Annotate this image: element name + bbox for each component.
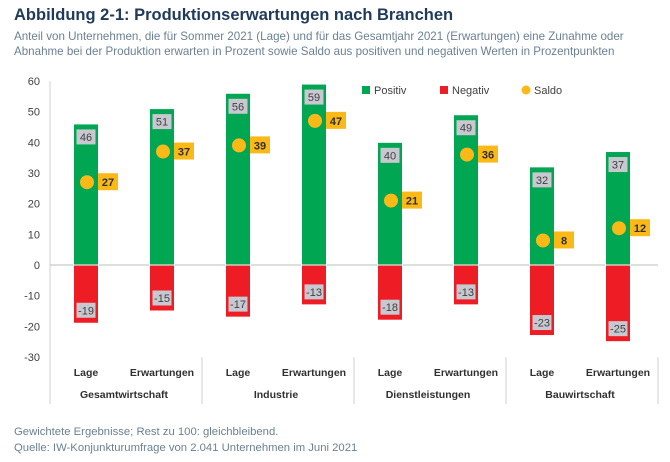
label-negative-box (456, 284, 476, 300)
label-saldo-box (402, 191, 422, 209)
legend-swatch (521, 85, 531, 95)
legend-label: Positiv (374, 85, 407, 97)
label-negative-box (304, 284, 324, 300)
label-positive: 46 (80, 132, 92, 144)
label-positive: 56 (232, 101, 244, 113)
axis-layer: -30 -20 -10 0 10 20 30 40 50 60 Lage Erwartungen Lag… (24, 76, 659, 404)
label-negative-box (608, 321, 628, 337)
footnote: Gewichtete Ergebnisse; Rest zu 100: glei… (14, 426, 279, 438)
label-negative-box (380, 299, 400, 315)
bar-positive (149, 108, 175, 266)
y-tick-label: 30 (28, 168, 40, 180)
y-tick-label: 10 (28, 229, 40, 241)
y-tick-label: -10 (24, 291, 40, 303)
bars-layer: 46 -19 27 51 -15 37 56 -17 39 59 -13 47 40 -18 21 49 -13… (73, 83, 650, 343)
label-saldo-box (630, 219, 650, 237)
legend-label: Negativ (452, 85, 490, 97)
marker-saldo (384, 193, 398, 208)
label-saldo: 36 (482, 150, 494, 162)
bar-positive (225, 92, 251, 266)
marker-saldo (460, 147, 474, 162)
label-negative: -15 (154, 293, 170, 305)
page-title: Abbildung 2-1: Produktionserwartungen na… (14, 6, 454, 24)
label-saldo-box (554, 231, 574, 249)
label-positive-box (76, 129, 96, 145)
label-saldo: 12 (634, 223, 646, 235)
y-tick-label: -30 (24, 352, 40, 364)
y-tick-label: -20 (24, 321, 40, 333)
marker-saldo (536, 233, 550, 248)
label-negative-box (228, 296, 248, 312)
page-subtitle: Anteil von Unternehmen, die für Sommer 2… (14, 30, 624, 58)
label-negative: -25 (610, 324, 626, 336)
marker-saldo (612, 221, 626, 236)
y-tick-label: 0 (34, 260, 40, 272)
legend-swatch (362, 86, 370, 94)
label-positive-box (228, 98, 248, 114)
label-negative: -13 (306, 287, 322, 299)
y-tick-label: 50 (28, 107, 40, 119)
label-negative: -17 (230, 299, 246, 311)
label-negative: -13 (458, 287, 474, 299)
group-label: Industrie (254, 389, 298, 401)
x-tick-label: Lage (226, 367, 251, 379)
marker-saldo (232, 138, 246, 153)
label-negative: -18 (382, 302, 398, 314)
bar-positive (73, 123, 99, 266)
x-tick-label: Erwartungen (130, 367, 194, 379)
label-negative-box (532, 315, 552, 331)
legend-label: Saldo (534, 85, 562, 97)
y-tick-label: 40 (28, 137, 40, 149)
label-saldo: 27 (102, 177, 114, 189)
marker-saldo (80, 175, 94, 190)
label-positive-box (380, 147, 400, 163)
label-positive-box (608, 157, 628, 173)
label-saldo-box (478, 145, 498, 163)
x-tick-label: Lage (74, 367, 99, 379)
label-negative: -23 (534, 318, 550, 330)
label-positive-box (304, 89, 324, 105)
bar-positive (301, 83, 327, 266)
label-negative-box (76, 302, 96, 318)
label-negative: -19 (78, 305, 94, 317)
label-saldo: 37 (178, 147, 190, 159)
legend-swatch (440, 86, 448, 94)
chart-legend: Positiv Negativ Saldo (362, 85, 562, 97)
marker-saldo (308, 113, 322, 128)
label-positive-box (456, 120, 476, 136)
label-saldo-box (250, 136, 270, 154)
label-positive: 37 (612, 160, 624, 172)
bar-positive (453, 114, 479, 266)
group-label: Gesamtwirtschaft (80, 389, 169, 401)
label-negative-box (152, 290, 172, 306)
label-positive: 59 (308, 92, 320, 104)
x-tick-label: Erwartungen (282, 367, 346, 379)
x-tick-label: Lage (530, 367, 555, 379)
x-tick-label: Lage (378, 367, 403, 379)
y-tick-label: 60 (28, 76, 40, 88)
x-tick-label: Erwartungen (586, 367, 650, 379)
label-saldo: 47 (330, 116, 342, 128)
label-positive: 51 (156, 117, 168, 129)
label-saldo: 8 (561, 235, 567, 247)
label-saldo: 21 (406, 196, 418, 208)
label-saldo: 39 (254, 140, 266, 152)
marker-saldo (156, 144, 170, 159)
label-positive-box (532, 172, 552, 188)
group-label: Bauwirtschaft (545, 389, 615, 401)
label-positive: 40 (384, 150, 396, 162)
label-saldo-box (326, 111, 346, 129)
group-label: Dienstleistungen (386, 389, 471, 401)
x-tick-label: Erwartungen (434, 367, 498, 379)
label-saldo-box (174, 142, 194, 160)
label-positive: 32 (536, 175, 548, 187)
label-positive-box (152, 114, 172, 130)
source-note: Quelle: IW-Konjunkturumfrage von 2.041 U… (14, 442, 358, 454)
label-positive: 49 (460, 123, 472, 135)
y-tick-label: 20 (28, 199, 40, 211)
label-saldo-box (98, 173, 118, 191)
